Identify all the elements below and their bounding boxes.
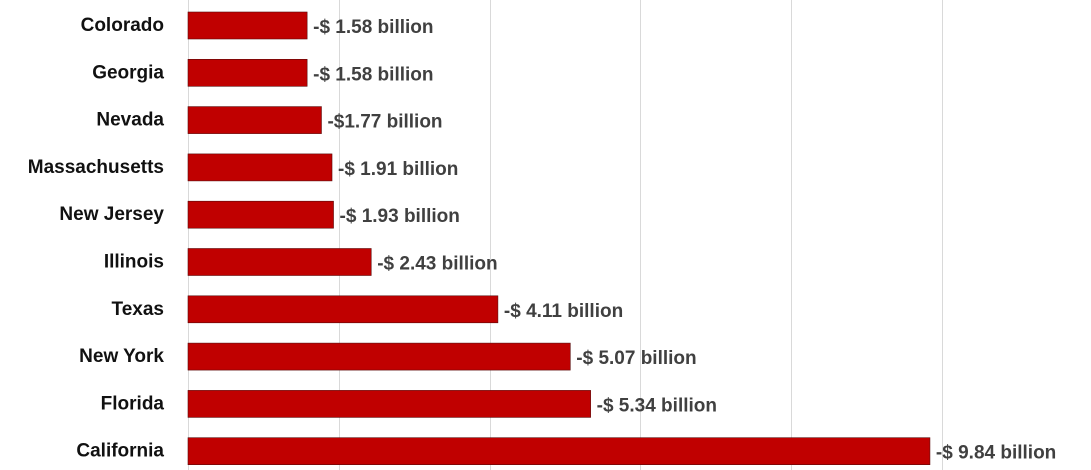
category-label: New York: [79, 346, 164, 367]
data-labels: -$ 1.58 billion -$ 1.58 billion -$1.77 bil…: [313, 17, 1056, 464]
bar-georgia: [187, 58, 308, 87]
bar-colorado: [187, 11, 308, 40]
data-label: -$ 1.91 billion: [338, 159, 458, 180]
bars: [187, 11, 931, 466]
category-label: Colorado: [81, 15, 164, 36]
data-label: -$ 5.34 billion: [597, 395, 717, 416]
data-label: -$ 9.84 billion: [936, 443, 1056, 464]
bar-florida: [187, 390, 591, 418]
bar-illinois: [187, 248, 372, 276]
data-label: -$ 2.43 billion: [377, 254, 497, 275]
category-label: Illinois: [104, 252, 164, 273]
category-label: Nevada: [96, 110, 164, 131]
data-label: -$1.77 billion: [327, 112, 442, 133]
bar-new-jersey: [187, 200, 334, 229]
data-label: -$ 1.58 billion: [313, 64, 433, 85]
category-label: Texas: [112, 299, 164, 320]
bar-texas: [187, 295, 499, 324]
data-label: -$ 1.58 billion: [313, 17, 433, 38]
category-labels: Colorado Georgia Nevada Massachusetts New Je…: [28, 15, 165, 462]
category-label: Florida: [101, 393, 165, 414]
data-label: -$ 1.93 billion: [340, 206, 460, 227]
bar-california: [187, 437, 931, 466]
bar-massachusetts: [187, 153, 333, 182]
category-label: Massachusetts: [28, 157, 164, 178]
category-label: New Jersey: [59, 204, 164, 225]
category-label: Georgia: [92, 62, 164, 83]
bar-new-york: [187, 342, 571, 371]
data-label: -$ 4.11 billion: [504, 301, 623, 322]
data-label: -$ 5.07 billion: [576, 348, 696, 369]
bar-nevada: [187, 106, 322, 134]
category-label: California: [76, 441, 164, 462]
